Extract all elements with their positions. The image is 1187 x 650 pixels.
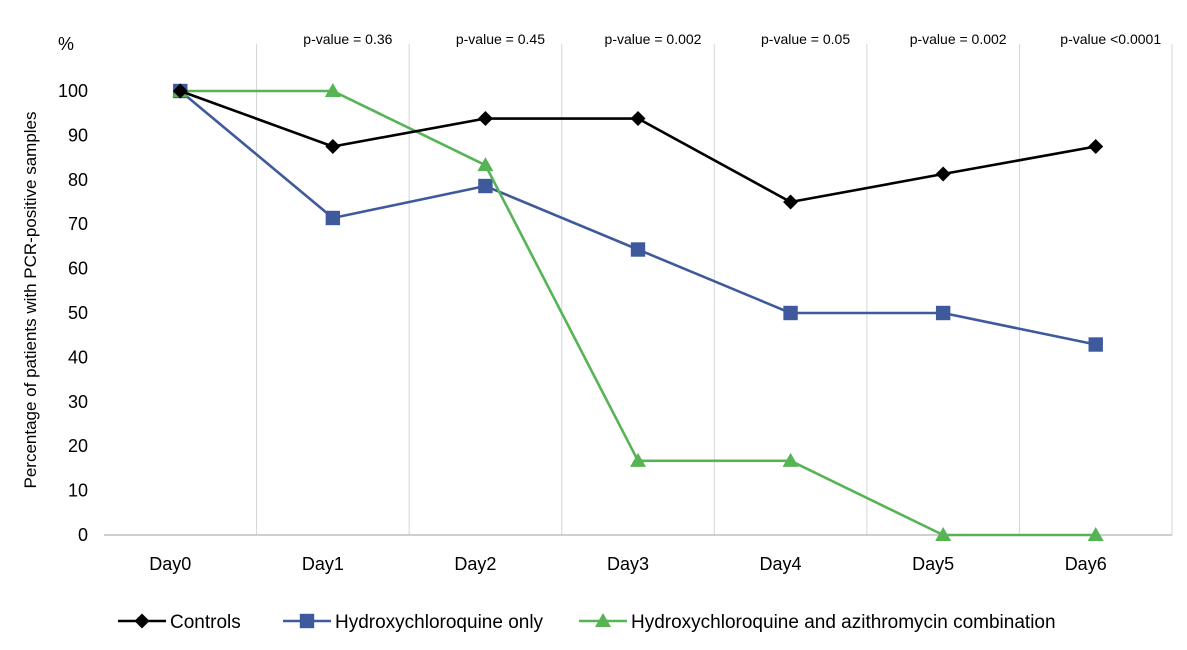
- legend-label: Hydroxychloroquine and azithromycin comb…: [631, 612, 1056, 633]
- y-tick-label: 70: [68, 214, 88, 234]
- y-tick-label: 10: [68, 481, 88, 501]
- p-value-label: p-value = 0.36: [303, 31, 392, 47]
- series-hydroxychloroquine-and-azithromycin-combination: [172, 83, 1104, 541]
- legend-item: Hydroxychloroquine only: [283, 612, 544, 633]
- y-tick-label: 60: [68, 259, 88, 279]
- data-point: [299, 613, 315, 629]
- data-point: [325, 139, 341, 154]
- x-tick-label: Day0: [149, 554, 191, 574]
- y-axis-label: Percentage of patients with PCR-positive…: [21, 111, 40, 488]
- vertical-gridlines: [256, 44, 1173, 535]
- data-point: [1087, 527, 1104, 541]
- y-tick-label: 80: [68, 170, 88, 190]
- y-tick-label: 30: [68, 392, 88, 412]
- series-line: [180, 89, 1096, 537]
- data-point: [477, 157, 494, 172]
- x-tick-label: Day3: [607, 554, 649, 574]
- y-unit-label: %: [58, 34, 74, 54]
- y-tick-label: 50: [68, 303, 88, 323]
- legend-label: Hydroxychloroquine only: [335, 612, 544, 633]
- data-point: [1088, 337, 1103, 352]
- p-value-label: p-value = 0.002: [605, 31, 702, 47]
- p-value-label: p-value = 0.45: [456, 31, 545, 47]
- series-controls: [172, 83, 1104, 210]
- y-tick-label: 90: [68, 125, 88, 145]
- p-value-label: p-value <0.0001: [1060, 31, 1161, 47]
- x-tick-label: Day2: [454, 554, 496, 574]
- data-point: [935, 527, 952, 541]
- x-tick-label: Day1: [302, 554, 344, 574]
- legend-item: Controls: [118, 612, 241, 633]
- x-tick-label: Day4: [760, 554, 802, 574]
- x-tick-label: Day6: [1065, 554, 1107, 574]
- data-point: [630, 111, 646, 127]
- data-point: [477, 111, 493, 127]
- data-point: [935, 305, 951, 321]
- p-value-annotations: p-value = 0.36 p-value = 0.45 p-value = 0.…: [303, 31, 1161, 47]
- data-point: [783, 194, 799, 210]
- series-line: [179, 89, 1096, 204]
- y-tick-label: 0: [78, 525, 88, 545]
- data-point: [134, 613, 150, 629]
- data-point: [324, 83, 341, 97]
- data-point: [783, 305, 798, 321]
- y-tick-label: 20: [68, 436, 88, 456]
- data-point: [630, 242, 646, 257]
- y-tick-labels: 0 10 20 30 40 50 60 70 80 90 100: [58, 81, 88, 545]
- legend: Controls Hydroxychloroquine only Hydroxych…: [118, 612, 1056, 633]
- data-series: [172, 83, 1104, 541]
- data-point: [630, 452, 646, 467]
- y-tick-label: 100: [58, 81, 88, 101]
- data-point: [172, 83, 188, 99]
- x-tick-labels: Day0 Day1 Day2 Day3 Day4 Day5 Day6: [149, 554, 1106, 574]
- series-line: [179, 90, 1096, 346]
- legend-label: Controls: [170, 612, 241, 633]
- legend-item: Hydroxychloroquine and azithromycin comb…: [579, 612, 1056, 633]
- data-point: [1088, 139, 1104, 154]
- data-point: [935, 166, 951, 182]
- p-value-label: p-value = 0.002: [910, 31, 1007, 47]
- y-tick-label: 40: [68, 347, 88, 367]
- data-point: [782, 452, 799, 467]
- data-point: [325, 210, 341, 226]
- data-point: [478, 178, 493, 194]
- p-value-label: p-value = 0.05: [761, 31, 850, 47]
- data-point: [595, 613, 611, 627]
- x-tick-label: Day5: [912, 554, 954, 574]
